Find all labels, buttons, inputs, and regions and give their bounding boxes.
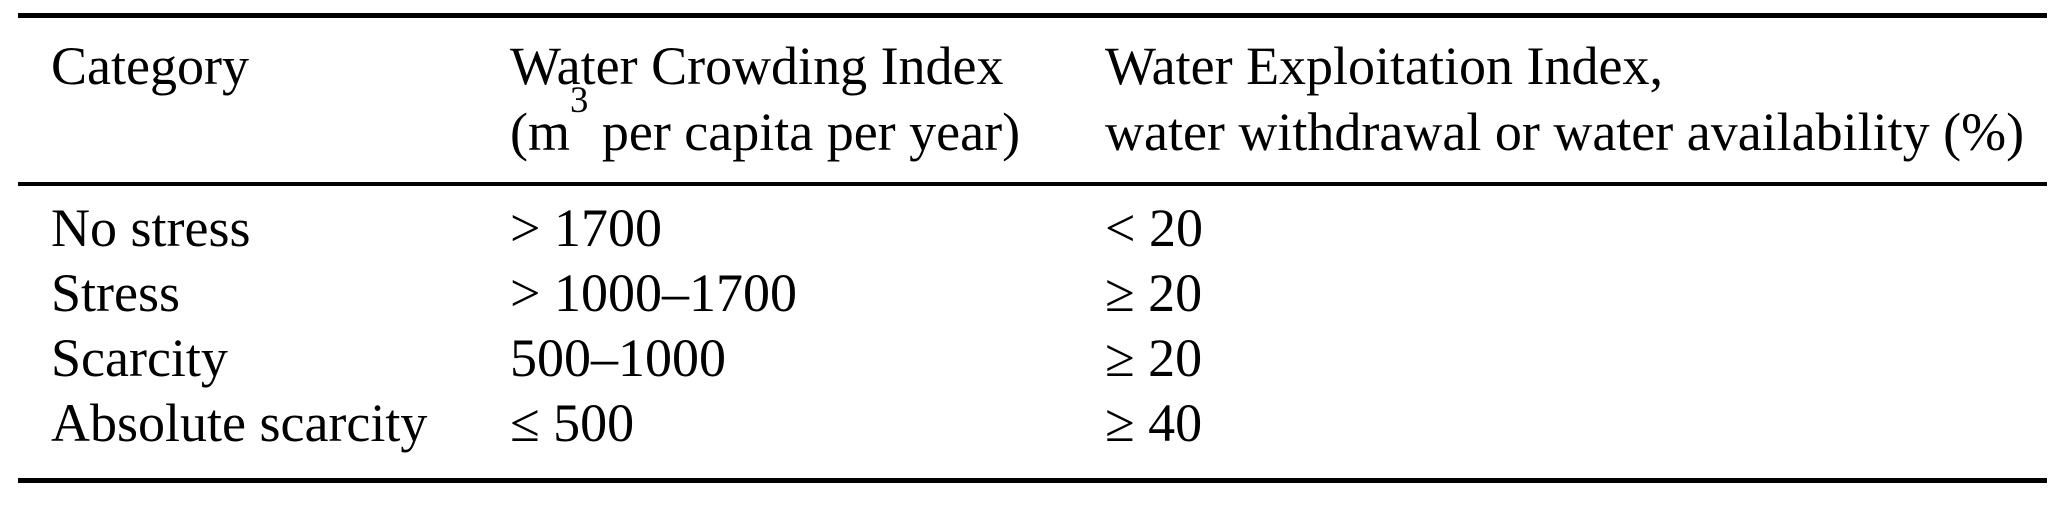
cell-category: Scarcity [51, 328, 228, 388]
header-category: Category [18, 15, 510, 186]
cell-wei: ≥ 20 [1105, 263, 1203, 323]
wei-header-line2: water withdrawal or water availability (… [1105, 102, 2025, 162]
wci-superscript: 3 [570, 78, 589, 120]
water-scarcity-table: Category Water Crowding Index (m3 per ca… [18, 13, 2047, 483]
wci-header-line1: Water Crowding Index [510, 36, 1004, 96]
wci-header-line2-open: (m [510, 102, 570, 162]
table-row: Stress > 1000–1700 ≥ 20 [18, 261, 2047, 326]
header-water-exploitation-index: Water Exploitation Index, water withdraw… [1105, 15, 2047, 186]
cell-wci: > 1000–1700 [510, 263, 797, 323]
table-body: No stress > 1700 < 20 Stress > 1000–1700… [18, 184, 2047, 481]
wci-header-line2-rest: per capita per year) [588, 102, 1021, 162]
cell-wci: > 1700 [510, 198, 662, 258]
header-category-label: Category [51, 36, 249, 96]
header-water-crowding-index: Water Crowding Index (m3 per capita per … [510, 15, 1105, 186]
cell-wei: ≥ 20 [1105, 328, 1203, 388]
wei-header-line1: Water Exploitation Index, [1105, 36, 1663, 96]
header-row: Category Water Crowding Index (m3 per ca… [18, 15, 2047, 186]
table-row: No stress > 1700 < 20 [18, 184, 2047, 261]
cell-wei: ≥ 40 [1105, 393, 1203, 453]
table-row: Scarcity 500–1000 ≥ 20 [18, 326, 2047, 391]
cell-wei: < 20 [1105, 198, 1203, 258]
table-row: Absolute scarcity ≤ 500 ≥ 40 [18, 391, 2047, 481]
cell-wci: 500–1000 [510, 328, 726, 388]
cell-category: Absolute scarcity [51, 393, 428, 453]
table-header: Category Water Crowding Index (m3 per ca… [18, 15, 2047, 186]
cell-category: No stress [51, 198, 251, 258]
cell-category: Stress [51, 263, 181, 323]
cell-wci: ≤ 500 [510, 393, 635, 453]
